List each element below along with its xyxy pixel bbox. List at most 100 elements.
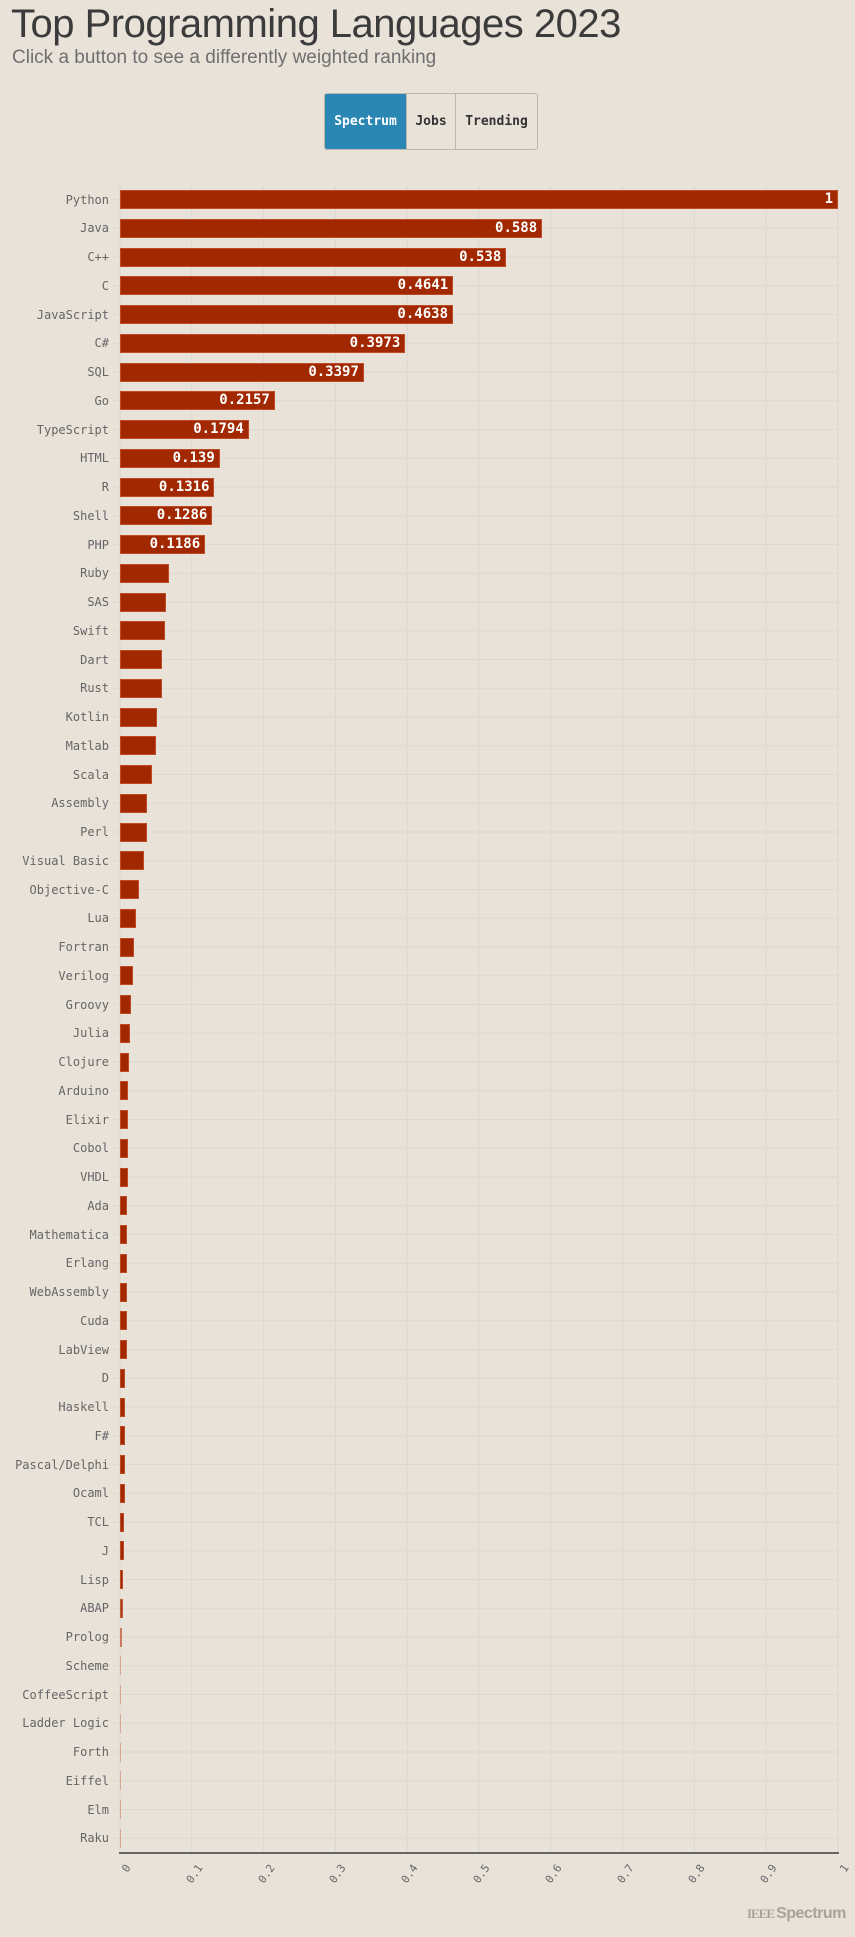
- bar[interactable]: [120, 592, 166, 612]
- bar-value-label: 0.1794: [193, 421, 244, 437]
- bar[interactable]: [120, 765, 153, 784]
- bar[interactable]: [120, 1110, 129, 1129]
- category-label: C#: [94, 336, 109, 351]
- bar[interactable]: [120, 1771, 121, 1791]
- category-label: Ruby: [80, 566, 109, 581]
- bar[interactable]: [120, 707, 158, 727]
- category-label: ABAP: [80, 1601, 109, 1616]
- category-label: Java: [80, 221, 109, 236]
- bar-value-label: 0.139: [172, 449, 215, 466]
- category-label: Pascal/Delphi: [15, 1457, 109, 1472]
- bar[interactable]: [120, 1455, 125, 1474]
- category-label: R: [101, 480, 109, 494]
- bar[interactable]: [120, 1282, 127, 1302]
- bar[interactable]: 1: [120, 190, 838, 209]
- spectrum-button[interactable]: Spectrum: [325, 94, 407, 149]
- bar[interactable]: [120, 736, 156, 756]
- bar[interactable]: [120, 678, 162, 698]
- jobs-button[interactable]: Jobs: [407, 94, 456, 149]
- bar[interactable]: [120, 966, 133, 986]
- bar[interactable]: [120, 908, 136, 928]
- category-label: C++: [87, 250, 109, 264]
- category-label: Scala: [72, 767, 109, 782]
- bar[interactable]: [120, 822, 147, 842]
- bar[interactable]: [120, 1397, 125, 1417]
- bar[interactable]: [120, 1742, 121, 1762]
- bar[interactable]: [120, 1253, 128, 1273]
- page-subtitle: Click a button to see a differently weig…: [12, 47, 437, 68]
- bar[interactable]: [120, 937, 134, 957]
- category-label: Forth: [72, 1745, 109, 1759]
- bar[interactable]: [120, 1196, 128, 1216]
- bar[interactable]: [120, 1800, 121, 1819]
- bar-value-label: 0.1316: [158, 478, 210, 495]
- bar[interactable]: 0.1186: [120, 535, 206, 554]
- bar[interactable]: 0.538: [120, 247, 507, 267]
- bar[interactable]: [120, 1570, 124, 1589]
- category-label: Arduino: [58, 1083, 109, 1098]
- bar-value-label: 0.588: [495, 219, 538, 236]
- bar[interactable]: 0.588: [120, 218, 543, 238]
- bar[interactable]: [120, 1627, 122, 1647]
- bar[interactable]: [120, 563, 169, 583]
- bar[interactable]: [120, 1311, 127, 1331]
- bar[interactable]: [120, 621, 166, 641]
- bar[interactable]: 0.4638: [120, 305, 453, 324]
- bar-value-label: 0.1286: [156, 507, 208, 524]
- bar[interactable]: [120, 1138, 128, 1158]
- bar-value-label: 0.538: [459, 248, 502, 265]
- bar[interactable]: [120, 1598, 123, 1618]
- category-label: Python: [65, 192, 109, 207]
- bar-value-label: 0.2157: [219, 392, 270, 409]
- bar[interactable]: [120, 851, 144, 871]
- bar[interactable]: 0.4641: [120, 276, 454, 296]
- bar[interactable]: [120, 1023, 131, 1043]
- bar[interactable]: [120, 880, 140, 899]
- bar[interactable]: [120, 1512, 125, 1532]
- bar[interactable]: 0.3973: [120, 333, 406, 353]
- ieee-spectrum-logo: IEEE Spectrum: [747, 1905, 846, 1923]
- category-label: Elixir: [65, 1112, 109, 1127]
- bar[interactable]: [120, 1685, 121, 1704]
- category-label: Verilog: [58, 968, 109, 983]
- category-label: Lisp: [80, 1572, 109, 1587]
- category-label: SQL: [87, 365, 109, 379]
- bar[interactable]: [120, 1340, 127, 1359]
- bar[interactable]: [120, 995, 131, 1014]
- bar-value-label: 0.3973: [349, 334, 401, 351]
- category-label: Elm: [87, 1802, 109, 1817]
- bar[interactable]: [120, 650, 163, 669]
- bar[interactable]: [120, 1426, 125, 1446]
- category-label: SAS: [87, 595, 109, 609]
- category-label: F#: [94, 1428, 109, 1443]
- bar[interactable]: [120, 1828, 121, 1848]
- bar[interactable]: [120, 1713, 121, 1733]
- bar[interactable]: 0.139: [120, 448, 220, 468]
- bar[interactable]: 0.2157: [120, 391, 275, 411]
- bar[interactable]: 0.1316: [120, 477, 215, 497]
- bar-value-label: 0.1186: [149, 536, 201, 552]
- category-label: WebAssembly: [29, 1285, 109, 1299]
- bar-value-label: 0.4638: [397, 306, 448, 322]
- bar[interactable]: 0.1794: [120, 420, 249, 439]
- bar[interactable]: [120, 1656, 121, 1676]
- category-label: Ada: [87, 1198, 109, 1213]
- bar[interactable]: [120, 1167, 128, 1187]
- bar[interactable]: [120, 1052, 129, 1072]
- category-label: Go: [94, 393, 109, 408]
- bar[interactable]: 0.1286: [120, 506, 213, 526]
- bar[interactable]: [120, 1081, 129, 1101]
- trending-button[interactable]: Trending: [456, 94, 537, 149]
- bar[interactable]: [120, 1483, 125, 1503]
- category-label: Prolog: [65, 1630, 109, 1644]
- category-label: HTML: [80, 451, 109, 466]
- bar[interactable]: [120, 793, 148, 813]
- bar[interactable]: [120, 1541, 125, 1561]
- bar[interactable]: 0.3397: [120, 362, 364, 382]
- bar[interactable]: [120, 1225, 128, 1244]
- bar[interactable]: [120, 1368, 126, 1388]
- category-label: Objective-C: [29, 882, 109, 897]
- category-label: Visual Basic: [22, 853, 109, 868]
- category-label: Kotlin: [65, 710, 109, 724]
- category-label: Eiffel: [65, 1773, 109, 1788]
